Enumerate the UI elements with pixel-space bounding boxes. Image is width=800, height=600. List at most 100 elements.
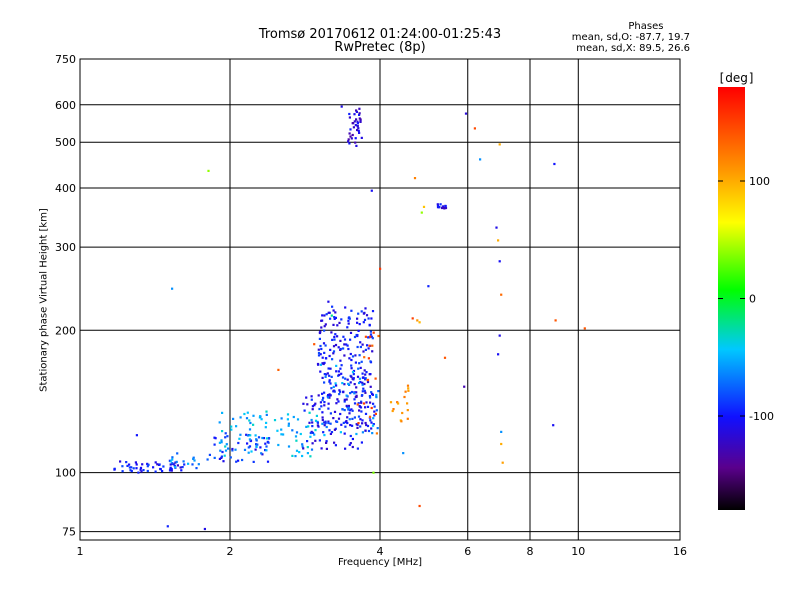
- data-point: [129, 469, 132, 472]
- data-point: [267, 437, 271, 440]
- data-point: [348, 443, 351, 446]
- data-point: [219, 449, 222, 452]
- grid-lines: [80, 58, 680, 540]
- data-point: [218, 457, 221, 460]
- data-point: [299, 432, 302, 436]
- data-point: [310, 448, 314, 451]
- data-point: [369, 333, 373, 336]
- data-point: [363, 369, 366, 372]
- data-point: [364, 429, 367, 432]
- data-point: [296, 418, 300, 421]
- data-point: [346, 406, 349, 409]
- data-point: [135, 463, 138, 466]
- data-point: [328, 374, 331, 377]
- data-point: [318, 407, 321, 411]
- data-point: [356, 321, 359, 324]
- data-point: [333, 338, 336, 341]
- data-point: [335, 402, 338, 405]
- data-point: [377, 334, 380, 338]
- data-point: [324, 344, 327, 347]
- data-point: [246, 442, 249, 445]
- data-point: [413, 177, 417, 180]
- data-point: [357, 329, 360, 332]
- data-point: [358, 131, 361, 134]
- data-point: [332, 309, 335, 312]
- y-axis-label: Stationary phase Virtual Height [km]: [38, 208, 50, 392]
- data-point: [319, 401, 322, 404]
- data-point: [479, 158, 482, 161]
- data-point: [436, 206, 440, 209]
- data-point: [444, 205, 447, 208]
- data-point: [330, 431, 334, 434]
- data-point: [255, 445, 258, 448]
- data-point: [249, 421, 252, 425]
- phase-stats-x: mean, sd,X: 89.5, 26.6: [576, 43, 690, 54]
- data-point: [329, 382, 332, 385]
- data-point: [343, 354, 346, 357]
- data-point: [350, 364, 353, 367]
- data-point: [346, 326, 349, 329]
- data-point: [197, 463, 200, 466]
- data-point: [370, 406, 373, 410]
- data-point: [347, 406, 350, 409]
- data-point: [311, 421, 314, 424]
- data-point: [255, 443, 258, 446]
- data-point: [351, 409, 354, 412]
- data-point: [349, 352, 352, 356]
- data-point: [361, 381, 364, 384]
- data-point: [321, 418, 324, 422]
- data-point: [195, 467, 198, 470]
- data-point: [358, 377, 361, 380]
- data-point: [359, 425, 362, 428]
- data-point: [351, 445, 354, 449]
- data-point: [330, 375, 333, 378]
- data-point: [364, 391, 367, 394]
- data-point: [328, 354, 331, 358]
- x-tick-label: 16: [673, 545, 687, 558]
- data-point: [223, 454, 226, 457]
- data-point: [346, 421, 349, 425]
- x-tick-label: 6: [464, 545, 471, 558]
- data-point: [350, 358, 353, 362]
- data-point: [361, 343, 364, 346]
- data-point: [313, 343, 316, 346]
- data-point: [337, 370, 340, 373]
- data-point: [309, 455, 312, 458]
- data-point: [348, 418, 351, 421]
- data-point: [335, 384, 338, 387]
- data-point: [352, 377, 355, 380]
- data-point: [350, 137, 353, 140]
- data-point: [422, 205, 426, 208]
- data-point: [262, 437, 265, 440]
- data-point: [340, 318, 343, 321]
- data-point: [353, 383, 356, 386]
- data-point: [340, 105, 343, 108]
- data-point: [252, 423, 255, 426]
- data-point: [360, 360, 363, 363]
- data-point: [280, 433, 283, 436]
- data-point: [180, 469, 183, 472]
- data-point: [498, 143, 501, 146]
- data-point: [369, 373, 372, 376]
- data-point: [323, 325, 326, 328]
- data-point: [323, 404, 326, 407]
- data-point: [371, 432, 374, 435]
- data-point: [369, 396, 372, 399]
- data-point: [367, 429, 371, 433]
- data-point: [360, 401, 363, 404]
- data-point: [402, 452, 405, 455]
- data-point: [213, 456, 216, 459]
- data-point: [406, 402, 409, 405]
- data-point: [183, 463, 186, 466]
- data-point: [339, 359, 342, 362]
- data-point: [349, 392, 352, 395]
- data-point: [254, 434, 257, 437]
- data-point: [495, 226, 498, 229]
- data-point: [350, 375, 353, 378]
- data-point: [370, 427, 373, 430]
- data-point: [162, 465, 165, 468]
- data-point: [238, 437, 241, 440]
- data-point: [224, 436, 227, 439]
- y-tick-label: 600: [55, 99, 76, 112]
- data-point: [218, 441, 221, 444]
